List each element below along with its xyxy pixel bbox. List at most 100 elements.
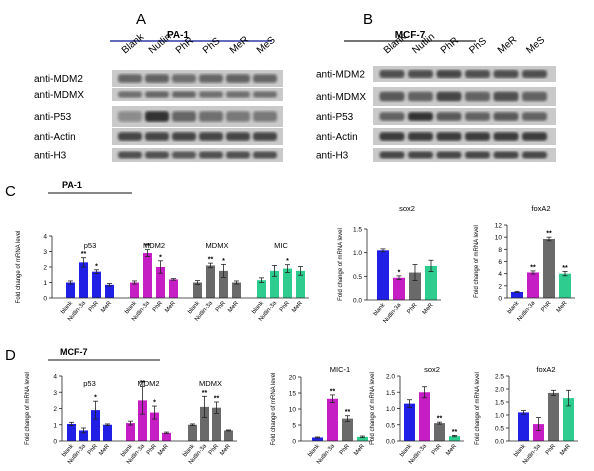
panel-b-blot: Blank Nutlin PhR PhS MeR MeSanti-MDM2anti-MDM… — [316, 31, 556, 162]
y-tick-label: 0 — [292, 439, 296, 446]
antibody-label: anti-MDM2 — [316, 70, 365, 81]
blot-band — [199, 74, 223, 83]
significance-mark: ** — [214, 396, 220, 403]
blot-band — [436, 132, 462, 141]
blot-band — [226, 111, 250, 122]
bar — [434, 423, 445, 441]
blot-band — [436, 151, 462, 159]
bar — [219, 270, 228, 298]
panel-c-letter: C — [5, 183, 16, 200]
significance-mark: ** — [562, 265, 568, 272]
y-tick-label: 4 — [498, 271, 502, 278]
chart-title: sox2 — [399, 204, 415, 213]
lane-label: Blank — [120, 31, 147, 56]
bar — [270, 270, 279, 298]
y-axis-label: Fold change of mRNA level — [25, 372, 31, 445]
blot-band — [379, 70, 405, 78]
lane-label: Nutlin — [147, 31, 174, 56]
y-axis-label: Fold change of mRNA level — [271, 373, 277, 446]
bar — [548, 392, 559, 441]
blot-band — [118, 74, 142, 83]
x-tick-label: PhR — [146, 443, 159, 456]
blot-band — [199, 132, 223, 141]
y-tick-label: 0.0 — [353, 298, 362, 305]
blot-band — [465, 70, 490, 78]
blot-band — [118, 111, 142, 122]
bar — [283, 268, 292, 298]
y-tick-label: 1 — [43, 280, 47, 287]
blot-band — [199, 111, 223, 122]
y-tick-label: 0.5 — [495, 426, 504, 433]
significance-mark: * — [95, 263, 98, 270]
y-tick-label: 2 — [498, 283, 502, 290]
y-tick-label: 1.5 — [386, 390, 395, 397]
antibody-label: anti-MDMX — [34, 90, 84, 101]
y-axis-label: Fold change of mRNA level — [474, 225, 480, 298]
blot-band — [436, 91, 462, 102]
blot-band — [226, 91, 250, 98]
significance-mark: * — [159, 254, 162, 261]
x-tick-label: Nutlin-3a — [382, 302, 402, 325]
blot-band — [253, 74, 277, 83]
y-tick-label: 2.0 — [386, 374, 395, 381]
panel-d-cell-line: MCF-7 — [60, 347, 88, 357]
chart-d-foxa2: 0.0 0.5 1.0 1.5 2.0 2.5 Fold change of mRNA le… — [475, 365, 578, 466]
y-axis-label: Fold change of mRNA level — [16, 231, 22, 304]
bar — [224, 430, 233, 441]
x-tick-label: MeR — [227, 300, 240, 314]
chart-title: MDM2 — [143, 241, 165, 250]
bar — [393, 277, 405, 300]
x-tick-label: blank — [513, 443, 527, 459]
y-tick-label: 0.0 — [495, 439, 504, 446]
significance-mark: ** — [530, 264, 536, 271]
x-tick-label: blank — [373, 302, 387, 318]
bar — [449, 436, 460, 441]
bar — [419, 392, 430, 441]
bar — [527, 272, 539, 298]
blot-band — [145, 151, 169, 159]
blot-band — [493, 112, 519, 121]
blot-band — [226, 74, 250, 83]
bar — [79, 262, 88, 298]
x-tick-label: PhR — [545, 443, 558, 456]
significance-mark: ** — [546, 231, 552, 238]
y-tick-label: 10 — [289, 407, 297, 414]
y-tick-label: 8 — [498, 247, 502, 254]
blot-band — [522, 70, 547, 78]
lane-label: MeR — [496, 34, 519, 56]
panel-b-letter: B — [363, 11, 373, 28]
y-tick-label: 3 — [53, 390, 57, 397]
y-tick-label: 5 — [292, 423, 296, 430]
lane-label: PhR — [439, 35, 461, 56]
lane-label: PhS — [467, 36, 489, 57]
significance-mark: ** — [208, 257, 214, 264]
bar — [518, 412, 529, 441]
bar — [138, 400, 147, 441]
bar — [105, 284, 114, 298]
bar — [162, 432, 171, 441]
x-tick-label: PhR — [339, 443, 352, 456]
x-tick-label: PhR — [540, 300, 553, 313]
x-tick-label: PhR — [431, 443, 444, 456]
lane-label: MeS — [255, 34, 278, 56]
y-tick-label: 0.0 — [386, 439, 395, 446]
bar — [67, 423, 76, 441]
x-tick-label: MeR — [157, 443, 170, 457]
blot-band — [172, 74, 196, 83]
significance-mark: * — [94, 395, 97, 402]
blot-band — [253, 91, 277, 98]
lane-label: PhS — [201, 36, 223, 57]
bar — [143, 253, 152, 298]
blot-band — [226, 151, 250, 159]
bar — [511, 291, 523, 298]
blot-band — [493, 151, 519, 159]
blot-band — [465, 91, 490, 102]
bar — [206, 265, 215, 298]
blot-band — [253, 132, 277, 141]
bar — [409, 272, 421, 300]
bar — [150, 412, 159, 441]
bar — [156, 267, 165, 298]
